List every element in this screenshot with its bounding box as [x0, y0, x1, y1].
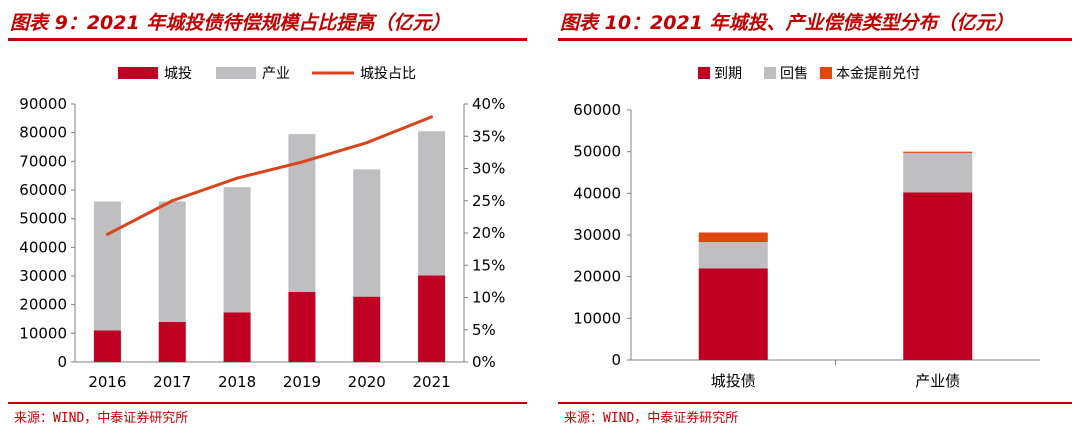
bar-城投-2017	[158, 321, 186, 362]
legend-swatch-本金提前兑付	[820, 67, 832, 79]
y-tick-label: 40000	[573, 184, 621, 202]
line-point-2019	[300, 160, 304, 164]
x-tick-label: 2021	[412, 373, 450, 391]
bar-回售-产业债	[903, 152, 973, 193]
y-tick-label: 60000	[573, 101, 621, 119]
y2-tick-label: 25%	[472, 192, 505, 210]
bar-城投-2020	[353, 296, 381, 362]
legend-label: 本金提前兑付	[836, 65, 920, 82]
y-tick-label: 30000	[573, 226, 621, 244]
x-tick-label: 2017	[153, 373, 191, 391]
bar-城投-2021	[418, 275, 446, 362]
legend-swatch-回售	[764, 67, 776, 79]
legend-label: 城投	[164, 66, 192, 82]
line-point-2021	[430, 115, 434, 119]
legend-swatch-城投	[118, 67, 158, 79]
y-tick-label: 50000	[573, 143, 621, 161]
legend-label: 到期	[714, 66, 742, 82]
x-tick-label: 2016	[88, 373, 126, 391]
y2-tick-label: 20%	[472, 224, 505, 242]
y2-tick-label: 15%	[472, 256, 505, 274]
y2-tick-label: 0%	[472, 353, 496, 371]
left-stacked-bar-line-chart: 0 10000 20000 30000 40000 50000 60000 70000 8000…	[19, 66, 505, 391]
y2-tick-label: 40%	[472, 95, 505, 113]
x-tick-label: 产业债	[915, 372, 960, 390]
line-point-2017	[170, 199, 174, 203]
line-point-2020	[365, 141, 369, 145]
left-chart-title: 图表 9：2021 年城投债待偿规模占比提高（亿元）	[10, 12, 451, 34]
bar-产业-2021	[418, 131, 446, 276]
right-chart-panel: 图表 10：2021 年城投、产业偿债类型分布（亿元） 0 10000 20000 3…	[550, 0, 1080, 430]
y-tick-label: 30000	[19, 267, 67, 285]
bar-到期-产业债	[903, 192, 973, 360]
bar-回售-城投债	[698, 242, 768, 269]
y-tick-label: 60000	[19, 181, 67, 199]
legend-swatch-到期	[698, 67, 710, 79]
x-tick-label: 城投债	[711, 372, 756, 390]
bar-本金提前兑付-城投债	[698, 232, 768, 243]
x-tick-label: 2019	[283, 373, 321, 391]
bar-城投-2019	[288, 291, 316, 362]
bar-城投-2018	[223, 312, 251, 362]
left-title-rule	[8, 38, 527, 41]
right-stacked-bar-chart: 0 10000 20000 30000 40000 50000 60000 城投债 产业债 到期 回…	[573, 65, 1040, 390]
x-tick-label: 2020	[348, 373, 386, 391]
bar-本金提前兑付-产业债	[903, 151, 973, 153]
y2-tick-label: 35%	[472, 127, 505, 145]
bar-产业-2018	[223, 187, 251, 313]
right-source-note: 来源：WIND，中泰证券研究所	[564, 411, 739, 426]
y-tick-label: 40000	[19, 238, 67, 256]
bar-产业-2017	[158, 201, 186, 322]
y-tick-label: 90000	[19, 95, 67, 113]
y-tick-label: 50000	[19, 210, 67, 228]
left-chart-panel: 图表 9：2021 年城投债待偿规模占比提高（亿元） 0 10000 20000 30…	[0, 0, 535, 430]
y-tick-label: 10000	[573, 309, 621, 327]
left-source-note: 来源：WIND，中泰证券研究所	[14, 411, 189, 426]
y-tick-label: 80000	[19, 124, 67, 142]
bar-产业-2020	[353, 169, 381, 297]
bar-产业-2016	[93, 201, 121, 331]
line-point-2018	[235, 176, 239, 180]
legend-label: 城投占比	[360, 66, 416, 82]
legend-label: 回售	[780, 66, 808, 82]
legend-label: 产业	[262, 66, 290, 82]
series-line-城投占比	[106, 115, 433, 236]
line-point-2016	[105, 232, 109, 236]
bar-城投-2016	[93, 330, 121, 362]
y-tick-label: 0	[57, 353, 67, 371]
y2-tick-label: 10%	[472, 289, 505, 307]
right-title-rule	[558, 38, 1072, 41]
y-tick-label: 20000	[19, 296, 67, 314]
legend-swatch-产业	[216, 67, 256, 79]
right-chart-title: 图表 10：2021 年城投、产业偿债类型分布（亿元）	[560, 12, 1014, 34]
y-tick-label: 10000	[19, 324, 67, 342]
left-footer-rule	[8, 402, 527, 404]
y-tick-label: 20000	[573, 268, 621, 286]
bar-到期-城投债	[698, 268, 768, 360]
y-tick-label: 0	[611, 351, 621, 369]
right-footer-rule	[558, 402, 1072, 404]
y-tick-label: 70000	[19, 152, 67, 170]
x-tick-label: 2018	[218, 373, 256, 391]
y2-tick-label: 5%	[472, 321, 496, 339]
y2-tick-label: 30%	[472, 160, 505, 178]
